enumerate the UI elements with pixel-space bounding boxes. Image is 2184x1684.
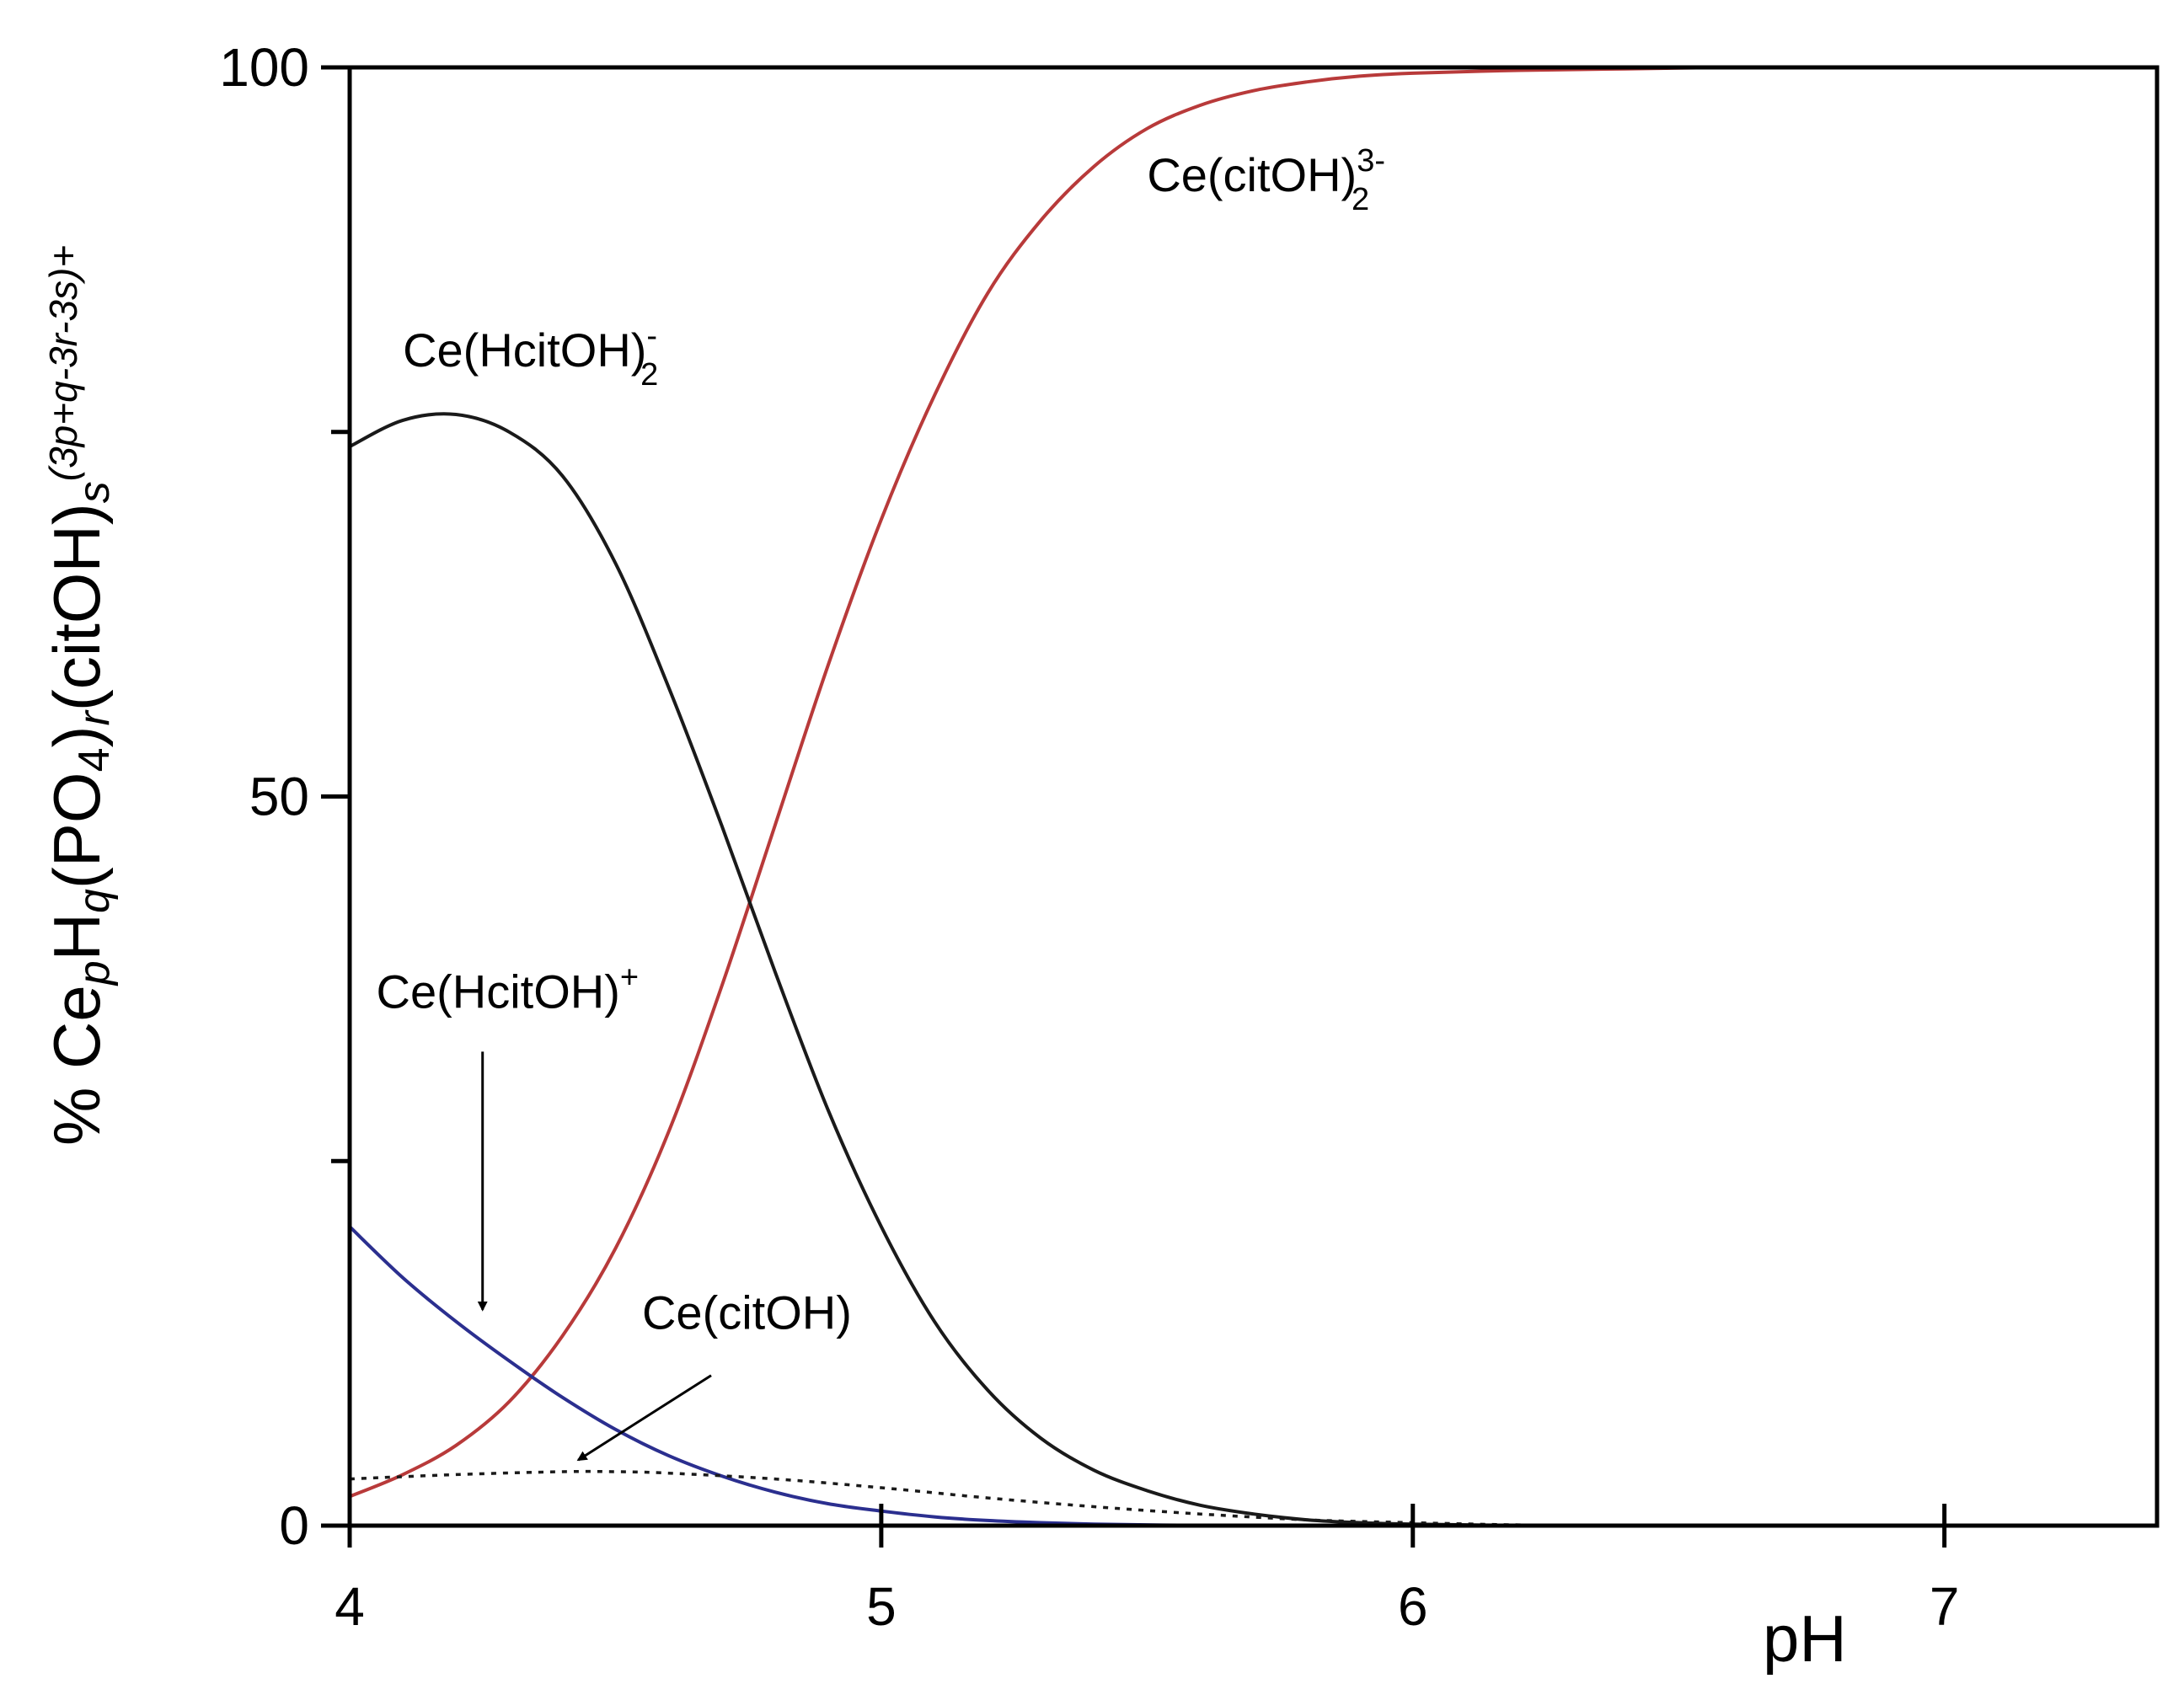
y-axis-title-part: p bbox=[70, 960, 119, 986]
y-axis-title-part: (3p+q-3r-3s)+ bbox=[41, 245, 85, 481]
series-label-ce_hcitoh: Ce(HcitOH)+ bbox=[377, 960, 640, 1018]
y-axis-title-part: % Ce bbox=[40, 985, 114, 1146]
y-axis-title-part: s bbox=[70, 481, 119, 503]
series-line-ce_citoh2 bbox=[349, 65, 2157, 1499]
series-label-superscript: - bbox=[646, 318, 657, 354]
y-tick-label: 100 bbox=[219, 37, 309, 98]
y-axis-title-part: 4 bbox=[70, 747, 119, 772]
y-axis-title-part: (citOH) bbox=[40, 503, 114, 711]
svg-text:% CepHq(PO4)r(citOH)s(3p+q-3r-: % CepHq(PO4)r(citOH)s(3p+q-3r-3s)+ bbox=[40, 245, 119, 1146]
plot-area-frame bbox=[347, 65, 2160, 1528]
annotation-arrow-ce_citoh bbox=[576, 1374, 712, 1462]
y-tick-label: 0 bbox=[279, 1495, 309, 1556]
x-tick-label: 7 bbox=[1930, 1576, 1960, 1637]
x-tick-label: 4 bbox=[335, 1576, 365, 1637]
series-label-text: Ce(HcitOH) bbox=[377, 965, 620, 1018]
x-tick-label: 5 bbox=[866, 1576, 897, 1637]
series-layer bbox=[348, 65, 2157, 1528]
series-label-text: Ce(HcitOH) bbox=[403, 323, 646, 377]
series-label-subscript: 2 bbox=[1352, 182, 1369, 217]
y-axis-title-part: (PO bbox=[40, 772, 114, 889]
series-label-superscript: 3- bbox=[1357, 143, 1385, 179]
series-label-text: Ce(citOH) bbox=[642, 1286, 852, 1339]
y-axis-title-part: q bbox=[70, 889, 119, 913]
annotations-layer: Ce(citOH)3-2Ce(HcitOH)-2Ce(HcitOH)+Ce(ci… bbox=[377, 143, 1385, 1462]
series-label-text: Ce(citOH) bbox=[1147, 148, 1357, 201]
x-axis-title: pH bbox=[1763, 1601, 1847, 1676]
y-tick-label: 50 bbox=[249, 767, 309, 827]
series-line-ce_citoh bbox=[349, 1469, 1679, 1527]
axes-layer: 4 5 6 7 0 50 100 bbox=[219, 37, 1959, 1637]
series-label-subscript: 2 bbox=[640, 357, 658, 393]
series-label-ce_citoh: Ce(citOH) bbox=[642, 1286, 852, 1339]
y-axis-title-part: ) bbox=[40, 726, 114, 748]
y-axis-title: % CepHq(PO4)r(citOH)s(3p+q-3r-3s)+ bbox=[40, 245, 119, 1146]
x-tick-label: 6 bbox=[1398, 1576, 1428, 1637]
series-label-ce_citoh2: Ce(citOH)3-2 bbox=[1147, 143, 1385, 217]
series-label-ce_hcitoh2: Ce(HcitOH)-2 bbox=[403, 318, 658, 393]
y-axis-title-part: r bbox=[70, 709, 119, 726]
y-axis-title-part: H bbox=[40, 913, 114, 960]
series-label-superscript: + bbox=[620, 960, 639, 995]
series-line-ce_hcitoh bbox=[348, 1225, 2157, 1528]
